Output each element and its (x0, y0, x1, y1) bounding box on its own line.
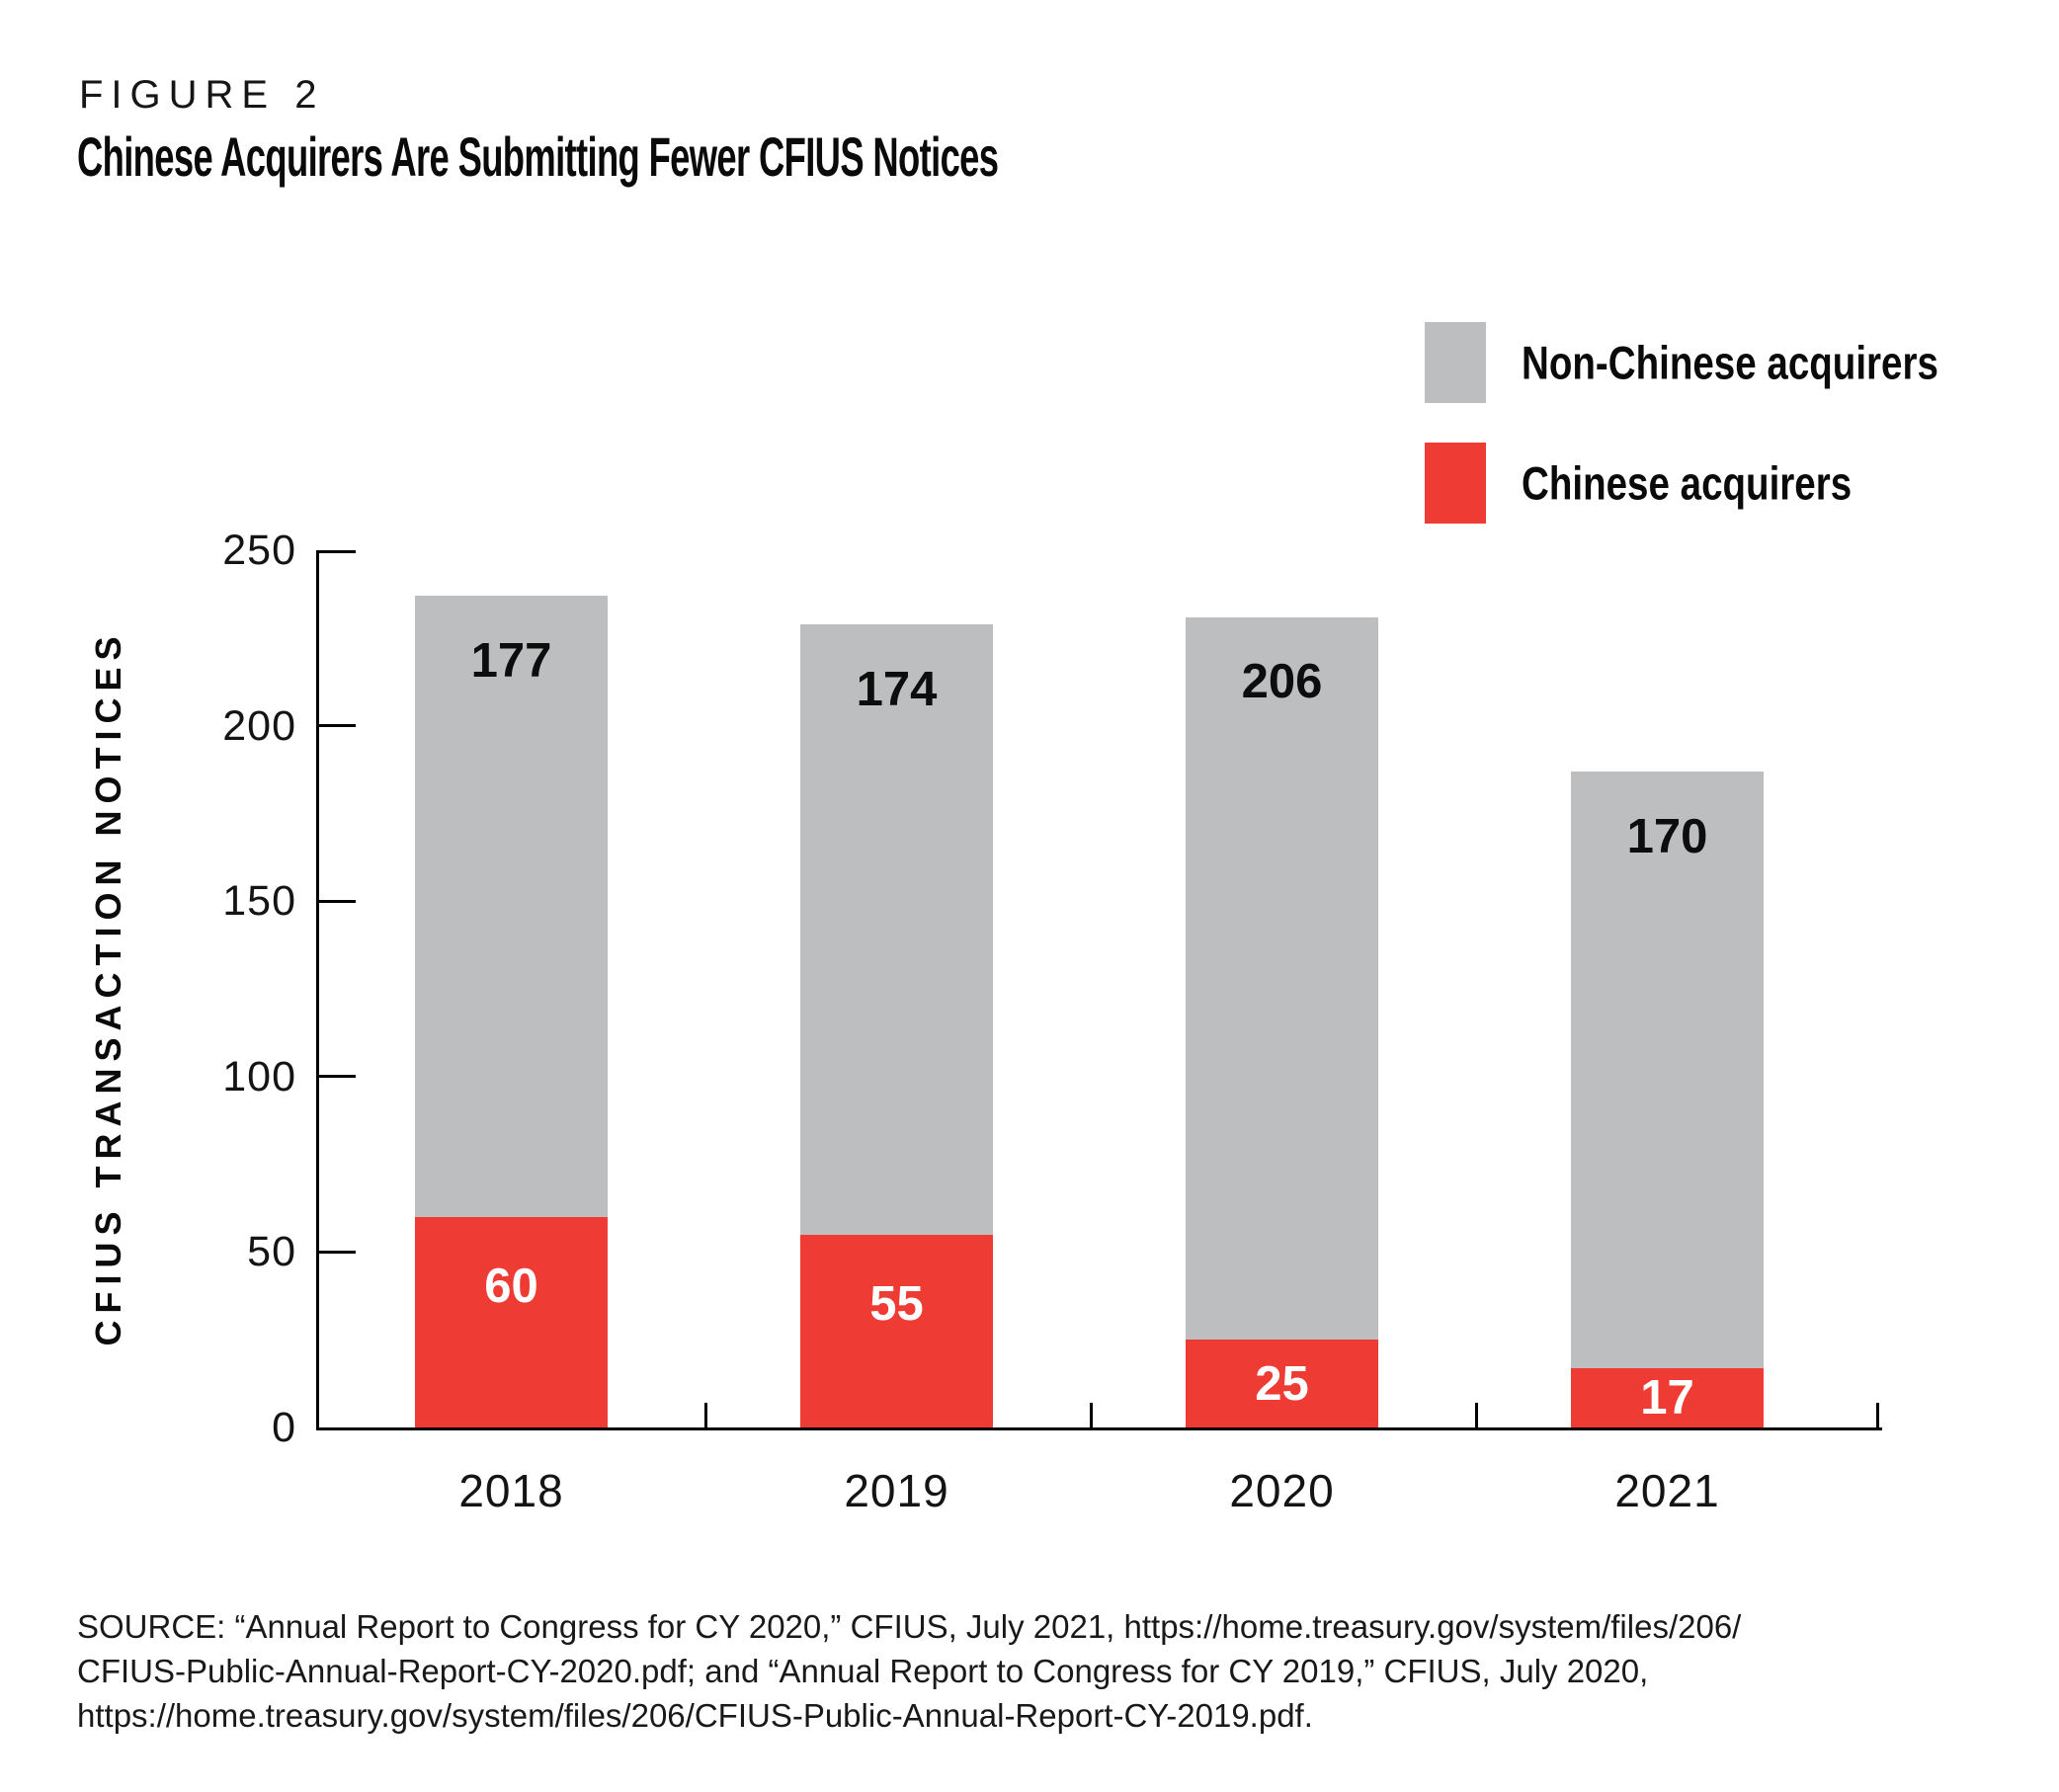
legend-label-chinese: Chinese acquirers (1522, 456, 1853, 510)
legend-swatch-non-chinese (1425, 322, 1486, 403)
plot-area: 0 50 100 150 200 250 177 60 2018 174 55 2019 206 25 20… (222, 529, 1882, 1516)
y-axis-tick (316, 724, 356, 728)
chart-title: Chinese Acquirers Are Submitting Fewer C… (77, 125, 999, 188)
bar-value-non-chinese-2019: 174 (856, 662, 938, 716)
y-tick-label: 0 (272, 1404, 296, 1451)
figure-label: FIGURE 2 (79, 73, 325, 117)
bar-segment-non-chinese-2020 (1186, 616, 1378, 1341)
x-axis-tick (1475, 1403, 1478, 1427)
bar-value-chinese-2018: 60 (484, 1259, 538, 1313)
x-axis-line (316, 1427, 1882, 1430)
x-category-label-2018: 2018 (458, 1465, 564, 1516)
bar-value-non-chinese-2018: 177 (470, 634, 552, 689)
bar-value-chinese-2019: 55 (869, 1276, 924, 1331)
y-tick-label: 150 (222, 877, 296, 926)
bar-segment-chinese-2020 (1186, 1340, 1378, 1427)
legend-label-non-chinese: Non-Chinese acquirers (1522, 336, 1938, 389)
source-line-2: CFIUS-Public-Annual-Report-CY-2020.pdf; … (77, 1653, 1649, 1689)
bar-segment-chinese-2021 (1571, 1367, 1764, 1427)
x-axis-tick (1876, 1403, 1879, 1427)
y-axis-tick (316, 550, 356, 553)
bar-segment-non-chinese-2019 (800, 623, 993, 1235)
y-tick-label: 50 (247, 1228, 296, 1276)
bar-segment-chinese-2018 (415, 1216, 608, 1427)
legend-swatch-chinese (1425, 443, 1486, 524)
source-line-1: SOURCE: “Annual Report to Congress for C… (77, 1608, 1742, 1645)
x-category-label-2020: 2020 (1229, 1465, 1335, 1516)
x-category-label-2021: 2021 (1614, 1465, 1720, 1516)
bar-value-non-chinese-2021: 170 (1626, 809, 1708, 863)
y-axis-tick (316, 1075, 356, 1079)
y-axis-line (316, 550, 319, 1427)
y-tick-label: 200 (222, 701, 296, 750)
y-tick-label: 250 (222, 527, 296, 574)
source-note: SOURCE: “Annual Report to Congress for C… (77, 1604, 1915, 1738)
bar-value-chinese-2020: 25 (1255, 1356, 1309, 1411)
x-axis-tick (704, 1403, 707, 1427)
x-axis-tick (1090, 1403, 1093, 1427)
bar-segment-non-chinese-2021 (1571, 771, 1764, 1368)
bar-segment-non-chinese-2018 (415, 596, 608, 1217)
bar-value-non-chinese-2020: 206 (1241, 655, 1323, 709)
y-axis-tick (316, 899, 356, 903)
source-line-3: https://home.treasury.gov/system/files/2… (77, 1697, 1313, 1734)
y-axis-tick (316, 1250, 356, 1254)
bar-value-chinese-2021: 17 (1640, 1370, 1694, 1425)
y-tick-label: 100 (222, 1052, 296, 1100)
bar-segment-chinese-2019 (800, 1234, 993, 1427)
x-category-label-2019: 2019 (844, 1465, 949, 1516)
